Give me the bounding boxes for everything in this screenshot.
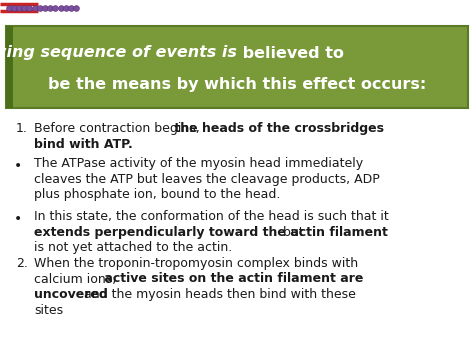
Text: 1.: 1. bbox=[16, 122, 28, 135]
Text: and the myosin heads then bind with these: and the myosin heads then bind with thes… bbox=[80, 288, 356, 301]
Text: •: • bbox=[14, 212, 22, 226]
FancyBboxPatch shape bbox=[6, 26, 13, 108]
Text: believed to: believed to bbox=[237, 45, 344, 60]
Text: plus phosphate ion, bound to the head.: plus phosphate ion, bound to the head. bbox=[34, 188, 281, 201]
Text: •: • bbox=[14, 159, 22, 173]
Text: active sites on the actin filament are: active sites on the actin filament are bbox=[100, 273, 364, 285]
Text: calcium ions,: calcium ions, bbox=[34, 273, 116, 285]
Text: cleaves the ATP but leaves the cleavage products, ADP: cleaves the ATP but leaves the cleavage … bbox=[34, 173, 380, 186]
Text: but: but bbox=[279, 225, 304, 239]
Text: When the troponin-tropomyosin complex binds with: When the troponin-tropomyosin complex bi… bbox=[34, 257, 358, 270]
Text: sites: sites bbox=[34, 304, 63, 317]
Text: The ATPase activity of the myosin head immediately: The ATPase activity of the myosin head i… bbox=[34, 157, 363, 170]
FancyBboxPatch shape bbox=[6, 26, 468, 108]
Text: The following sequence of events is: The following sequence of events is bbox=[0, 45, 237, 60]
Text: extends perpendicularly toward the actin filament: extends perpendicularly toward the actin… bbox=[34, 225, 388, 239]
Text: uncovered: uncovered bbox=[34, 288, 108, 301]
Text: is not yet attached to the actin.: is not yet attached to the actin. bbox=[34, 241, 232, 254]
Text: bind with ATP.: bind with ATP. bbox=[34, 137, 133, 151]
Text: Before contraction begins,: Before contraction begins, bbox=[34, 122, 200, 135]
Text: be the means by which this effect occurs:: be the means by which this effect occurs… bbox=[48, 76, 426, 92]
Text: 2.: 2. bbox=[16, 257, 28, 270]
Text: In this state, the conformation of the head is such that it: In this state, the conformation of the h… bbox=[34, 210, 389, 223]
Text: the heads of the crossbridges: the heads of the crossbridges bbox=[170, 122, 384, 135]
